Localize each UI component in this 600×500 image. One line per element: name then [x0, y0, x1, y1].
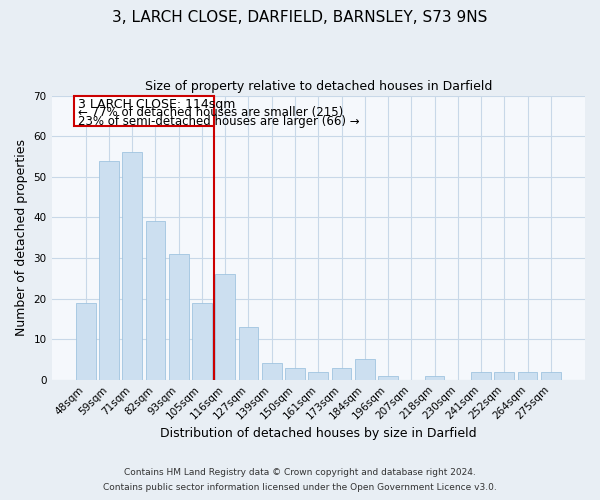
Bar [169, 254, 188, 380]
Text: Contains HM Land Registry data © Crown copyright and database right 2024.: Contains HM Land Registry data © Crown c… [124, 468, 476, 477]
Bar [285, 368, 305, 380]
Bar [122, 152, 142, 380]
Bar [518, 372, 538, 380]
Bar [541, 372, 561, 380]
Bar [378, 376, 398, 380]
Bar [355, 360, 374, 380]
X-axis label: Distribution of detached houses by size in Darfield: Distribution of detached houses by size … [160, 427, 476, 440]
Bar [146, 222, 166, 380]
Bar [471, 372, 491, 380]
Bar [192, 302, 212, 380]
Text: 23% of semi-detached houses are larger (66) →: 23% of semi-detached houses are larger (… [77, 115, 359, 128]
FancyBboxPatch shape [74, 96, 214, 126]
Title: Size of property relative to detached houses in Darfield: Size of property relative to detached ho… [145, 80, 492, 93]
Bar [76, 302, 95, 380]
Bar [425, 376, 445, 380]
Bar [262, 364, 281, 380]
Bar [494, 372, 514, 380]
Text: 3 LARCH CLOSE: 114sqm: 3 LARCH CLOSE: 114sqm [77, 98, 235, 110]
Bar [99, 160, 119, 380]
Y-axis label: Number of detached properties: Number of detached properties [15, 139, 28, 336]
Text: Contains public sector information licensed under the Open Government Licence v3: Contains public sector information licen… [103, 483, 497, 492]
Bar [308, 372, 328, 380]
Bar [239, 327, 259, 380]
Text: 3, LARCH CLOSE, DARFIELD, BARNSLEY, S73 9NS: 3, LARCH CLOSE, DARFIELD, BARNSLEY, S73 … [112, 10, 488, 25]
Text: ← 77% of detached houses are smaller (215): ← 77% of detached houses are smaller (21… [77, 106, 343, 118]
Bar [215, 274, 235, 380]
Bar [332, 368, 352, 380]
